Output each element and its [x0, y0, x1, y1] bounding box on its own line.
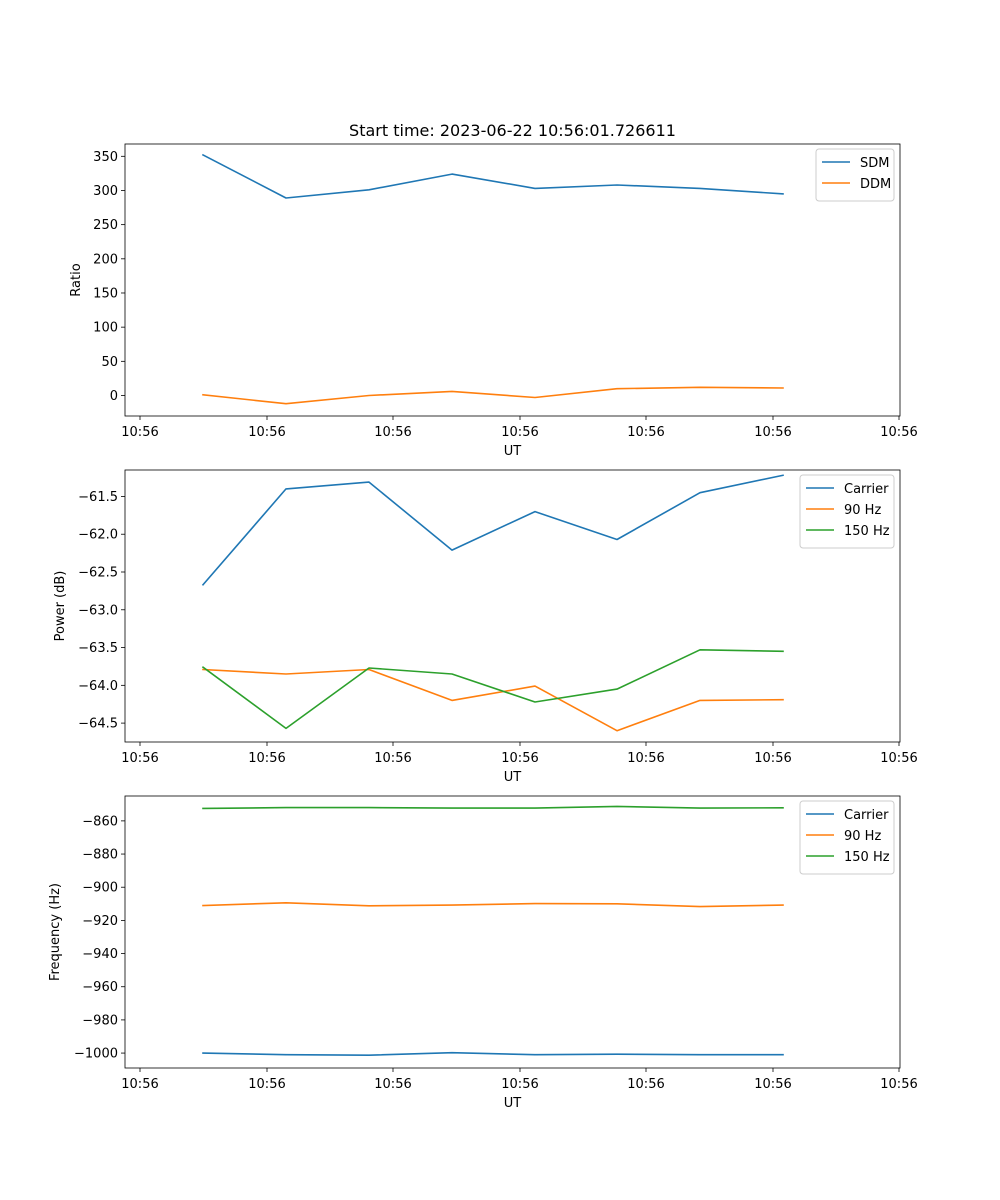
x-tick-label: 10:56: [374, 751, 411, 766]
x-tick-label: 10:56: [880, 425, 917, 440]
y-tick-label: 200: [93, 252, 118, 267]
series-line-sdm: [201, 153, 784, 199]
y-tick-label: −940: [82, 947, 118, 962]
legend-label: 150 Hz: [844, 524, 890, 539]
y-axis-label: Frequency (Hz): [48, 883, 63, 981]
y-tick-label: −920: [82, 914, 118, 929]
x-tick-label: 10:56: [121, 1077, 158, 1092]
series-line-carrier: [202, 1051, 784, 1056]
figure-title: Start time: 2023-06-22 10:56:01.726611: [349, 121, 676, 140]
axes-frame: [124, 469, 901, 743]
series-line-150-hz: [201, 648, 784, 730]
subplots: 0 50 100 150 200 250 300 350 10:56 10:56 10:56 10:5…: [48, 143, 918, 1111]
axes-frame: [124, 143, 901, 417]
series-line-150-hz: [202, 805, 784, 810]
y-tick-label: −63.0: [78, 603, 118, 618]
legend-label: 150 Hz: [844, 850, 890, 865]
y-tick-label: 250: [93, 218, 118, 233]
legend-label: DDM: [860, 177, 891, 192]
legend-label: Carrier: [844, 482, 889, 497]
subplot-1: 0 50 100 150 200 250 300 350 10:56 10:56 10:56 10:5…: [69, 143, 918, 459]
series-line-90-hz: [202, 901, 784, 908]
x-tick-label: 10:56: [627, 425, 664, 440]
legend-label: Carrier: [844, 808, 889, 823]
x-tick-label: 10:56: [501, 1077, 538, 1092]
y-tick-label: −900: [82, 881, 118, 896]
series-line-90-hz: [202, 668, 784, 732]
subplot-3: −1000 −980 −960 −940 −920 −900 −880 −860 10:56 10…: [48, 795, 918, 1111]
y-tick-label: −960: [82, 980, 118, 995]
y-tick-label: −980: [82, 1013, 118, 1028]
x-axis-label: UT: [504, 444, 522, 459]
legend: Carrier 90 Hz 150 Hz: [799, 474, 895, 549]
y-tick-label: −1000: [74, 1047, 118, 1062]
x-tick-label: 10:56: [248, 751, 285, 766]
x-tick-label: 10:56: [880, 751, 917, 766]
x-tick-label: 10:56: [121, 425, 158, 440]
x-tick-label: 10:56: [754, 425, 791, 440]
legend-label: 90 Hz: [844, 503, 881, 518]
x-tick-label: 10:56: [248, 1077, 285, 1092]
y-tick-label: −880: [82, 848, 118, 863]
x-tick-label: 10:56: [627, 751, 664, 766]
series-line-ddm: [202, 386, 784, 405]
y-tick-label: −860: [82, 814, 118, 829]
x-tick-label: 10:56: [880, 1077, 917, 1092]
x-axis-label: UT: [504, 1096, 522, 1111]
legend-label: SDM: [860, 156, 889, 171]
y-tick-label: 350: [93, 150, 118, 165]
series-line-carrier: [201, 474, 784, 586]
axes-frame: [124, 795, 901, 1069]
y-tick-label: 50: [101, 355, 118, 370]
x-tick-label: 10:56: [248, 425, 285, 440]
y-tick-label: −63.5: [78, 641, 118, 656]
y-tick-label: 150: [93, 286, 118, 301]
y-tick-label: −64.5: [78, 717, 118, 732]
legend: SDM DDM: [815, 148, 895, 202]
y-tick-label: 0: [110, 389, 118, 404]
y-axis-label: Power (dB): [53, 571, 68, 642]
x-tick-label: 10:56: [374, 425, 411, 440]
x-tick-label: 10:56: [501, 425, 538, 440]
x-tick-label: 10:56: [374, 1077, 411, 1092]
y-tick-label: 300: [93, 184, 118, 199]
x-tick-label: 10:56: [754, 751, 791, 766]
y-tick-label: −64.0: [78, 679, 118, 694]
subplot-2: −64.5 −64.0 −63.5 −63.0 −62.5 −62.0 −61.5 10:56…: [53, 469, 918, 785]
y-tick-label: −62.0: [78, 528, 118, 543]
x-axis-label: UT: [504, 770, 522, 785]
y-axis-label: Ratio: [69, 263, 84, 296]
x-tick-label: 10:56: [627, 1077, 664, 1092]
legend: Carrier 90 Hz 150 Hz: [799, 800, 895, 875]
x-tick-label: 10:56: [121, 751, 158, 766]
legend-label: 90 Hz: [844, 829, 881, 844]
y-tick-label: −61.5: [78, 490, 118, 505]
y-tick-label: −62.5: [78, 566, 118, 581]
y-tick-label: 100: [93, 321, 118, 336]
x-tick-label: 10:56: [501, 751, 538, 766]
x-tick-label: 10:56: [754, 1077, 791, 1092]
